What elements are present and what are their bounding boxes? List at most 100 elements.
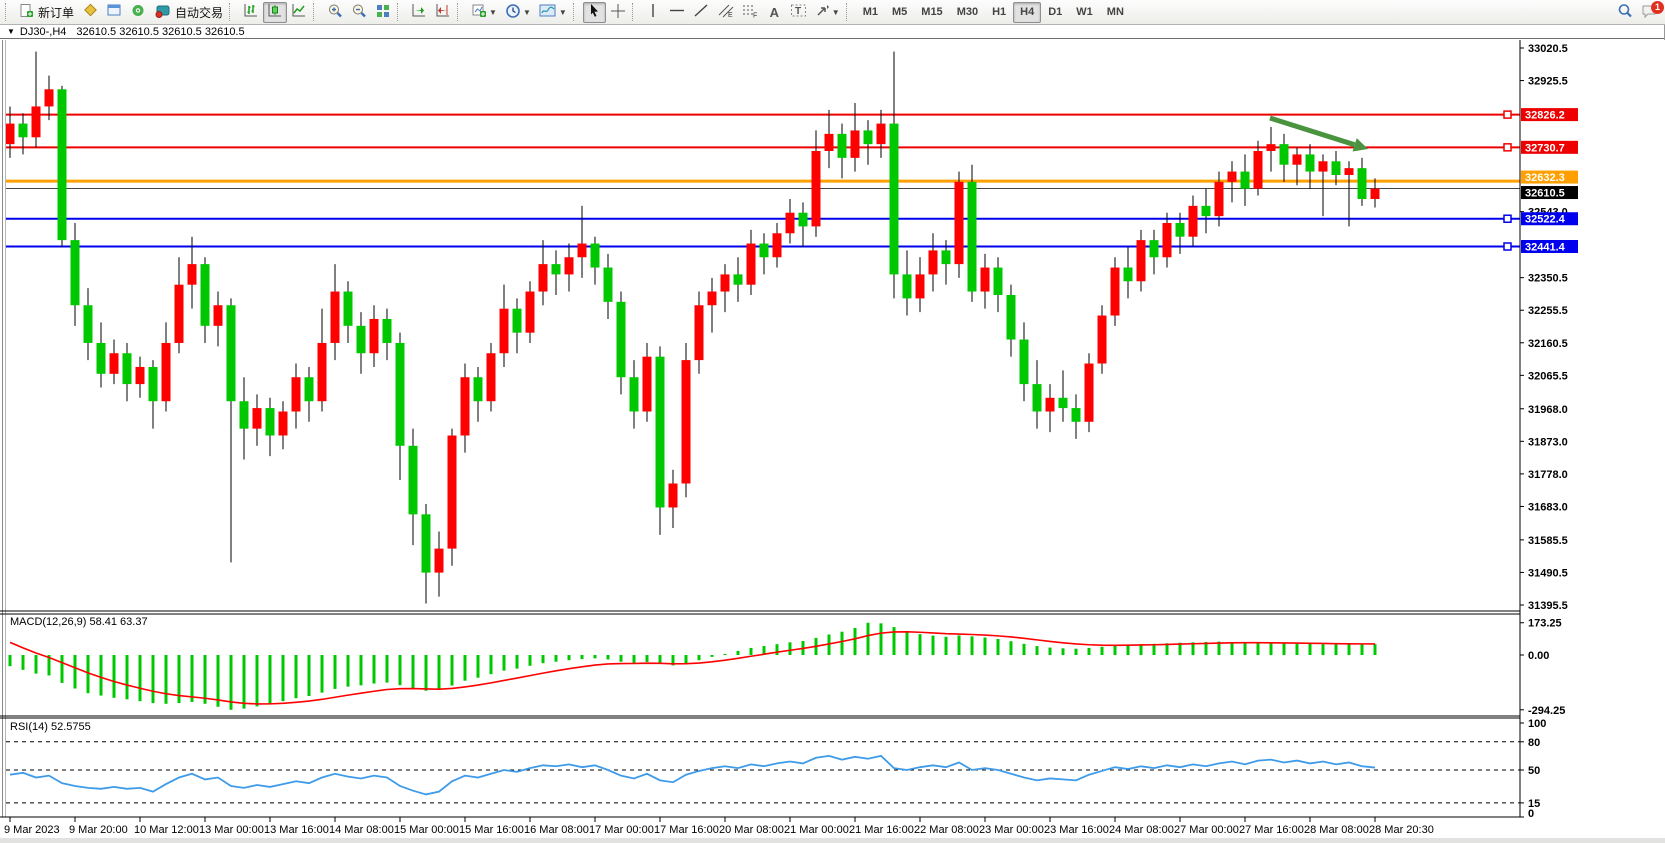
timeframe-D1[interactable]: D1 xyxy=(1048,6,1063,18)
price-line-badge: 32441.4 xyxy=(1521,239,1578,253)
line-handle[interactable] xyxy=(1503,214,1512,223)
time-tick-label: 21 Mar 16:00 xyxy=(849,824,914,836)
price-tick-label: 32065.5 xyxy=(1528,370,1568,382)
timeframe-H4[interactable]: H4 xyxy=(1013,1,1042,23)
time-tick-label: 27 Mar 16:00 xyxy=(1239,824,1304,836)
line-handle[interactable] xyxy=(1503,242,1512,251)
text-button[interactable]: A xyxy=(763,2,786,23)
equidistant-channel-button[interactable]: E xyxy=(713,2,738,23)
chart-symbol-period: DJ30-,H4 xyxy=(19,25,67,38)
line-handle[interactable] xyxy=(1503,110,1512,119)
market-watch-icon xyxy=(82,3,98,21)
tile-windows-button[interactable] xyxy=(371,2,395,23)
clock-icon xyxy=(505,3,521,22)
price-tick-label: 32255.5 xyxy=(1528,305,1568,317)
timeframe-W1[interactable]: W1 xyxy=(1076,6,1093,18)
timeframe-M15[interactable]: M15 xyxy=(921,6,943,18)
autotrading-label: 自动交易 xyxy=(175,5,224,20)
macd-pane[interactable]: MACD(12,26,9) 58.41 63.37 173.25 0.00 -294.… xyxy=(8,616,1565,717)
price-tick-label: 31395.5 xyxy=(1528,600,1568,612)
line-handle[interactable] xyxy=(1503,143,1512,152)
time-tick-label: 22 Mar 08:00 xyxy=(914,824,979,836)
toolbar-grip xyxy=(229,3,236,21)
search-button[interactable] xyxy=(1613,2,1637,23)
navigator-icon xyxy=(130,3,146,21)
chart-menu-arrow-icon[interactable]: ▼ xyxy=(7,27,15,36)
toolbar-grip xyxy=(457,3,464,21)
tile-windows-icon xyxy=(375,3,391,21)
price-tick-label: 32350.5 xyxy=(1528,273,1568,285)
navigator-button[interactable] xyxy=(126,2,150,23)
time-tick-label: 20 Mar 08:00 xyxy=(719,824,784,836)
time-tick-label: 15 Mar 00:00 xyxy=(394,824,459,836)
candlesticks xyxy=(6,51,1380,604)
periods-button[interactable]: ▼ xyxy=(501,2,535,23)
text-icon: A xyxy=(769,4,779,20)
trendline-button[interactable] xyxy=(689,2,713,23)
time-tick-label: 16 Mar 08:00 xyxy=(524,824,589,836)
time-tick-label: 21 Mar 00:00 xyxy=(784,824,849,836)
zoom-out-icon xyxy=(351,3,367,22)
chart-header: ▼ DJ30-,H4 32610.5 32610.5 32610.5 32610… xyxy=(0,25,1664,39)
time-axis[interactable]: 9 Mar 2023 9 Mar 20:00 10 Mar 12:00 13 Mar … xyxy=(4,817,1434,836)
time-tick-label: 13 Mar 16:00 xyxy=(264,824,329,836)
trendline-icon xyxy=(693,3,709,21)
dropdown-caret-icon: ▼ xyxy=(522,7,531,17)
macd-signal-line xyxy=(9,630,1376,705)
horizontal-line-icon xyxy=(669,3,685,21)
time-tick-label: 27 Mar 00:00 xyxy=(1174,824,1239,836)
autotrading-button[interactable]: 自动交易 xyxy=(150,2,227,23)
price-tick-label: 31778.0 xyxy=(1528,469,1568,481)
toolbar-grip xyxy=(631,3,639,21)
rsi-tick-label: 15 xyxy=(1528,798,1540,810)
rsi-label: RSI(14) 52.5755 xyxy=(10,721,91,733)
timeframe-M1[interactable]: M1 xyxy=(862,6,878,18)
horizontal-line-button[interactable] xyxy=(665,2,689,23)
equidistant-channel-icon: E xyxy=(717,3,734,21)
time-tick-label: 23 Mar 16:00 xyxy=(1044,824,1109,836)
chart-canvas[interactable]: 33020.532925.532543.032350.532255.532160… xyxy=(0,40,1665,838)
bar-chart-button[interactable] xyxy=(239,2,263,23)
crosshair-icon xyxy=(610,3,626,22)
auto-scroll-button[interactable] xyxy=(407,2,431,23)
vertical-line-button[interactable] xyxy=(642,2,665,23)
arrow-annotation[interactable] xyxy=(1269,115,1368,152)
fibonacci-button[interactable]: F xyxy=(738,2,763,23)
templates-button[interactable]: ▼ xyxy=(535,2,571,23)
arrows-button[interactable]: ▼ xyxy=(811,2,844,23)
candlestick-chart-button[interactable] xyxy=(263,1,288,23)
svg-text:32826.2: 32826.2 xyxy=(1525,110,1565,122)
timeframe-H1[interactable]: H1 xyxy=(992,6,1007,18)
chart-background xyxy=(0,40,1665,838)
timeframe-M30[interactable]: M30 xyxy=(956,6,979,18)
text-label-button[interactable]: T xyxy=(786,2,811,23)
time-tick-label: 10 Mar 12:00 xyxy=(134,824,199,836)
auto-scroll-icon xyxy=(411,3,427,21)
cursor-button[interactable] xyxy=(582,1,606,23)
arrows-icon xyxy=(815,3,830,21)
crosshair-button[interactable] xyxy=(606,2,630,23)
price-line-badge: 32610.5 xyxy=(1521,186,1578,200)
price-pane[interactable] xyxy=(6,51,1521,604)
new-chart-button[interactable]: ▼ xyxy=(467,2,501,23)
autotrading-icon xyxy=(154,3,171,21)
zoom-in-button[interactable] xyxy=(323,2,347,23)
market-watch-button[interactable] xyxy=(78,2,102,23)
templates-icon xyxy=(539,3,557,21)
time-tick-label: 17 Mar 00:00 xyxy=(589,824,654,836)
timeframe-MN[interactable]: MN xyxy=(1106,6,1124,18)
line-chart-button[interactable] xyxy=(287,2,311,23)
time-tick-label: 15 Mar 16:00 xyxy=(459,824,524,836)
time-tick-label: 17 Mar 16:00 xyxy=(654,824,719,836)
time-tick-label: 23 Mar 00:00 xyxy=(979,824,1044,836)
macd-tick-label: -294.25 xyxy=(1528,705,1565,717)
rsi-pane[interactable]: RSI(14) 52.5755 100 80 50 150 xyxy=(6,718,1546,820)
timeframe-M5[interactable]: M5 xyxy=(892,6,908,18)
notifications-button[interactable]: 1 xyxy=(1637,0,1664,23)
svg-text:32441.4: 32441.4 xyxy=(1525,241,1566,253)
new-order-label: 新订单 xyxy=(38,5,75,20)
data-window-button[interactable] xyxy=(102,2,126,23)
chart-shift-button[interactable] xyxy=(431,2,455,23)
zoom-out-button[interactable] xyxy=(347,2,371,23)
new-order-button[interactable]: 新订单 xyxy=(15,2,78,23)
